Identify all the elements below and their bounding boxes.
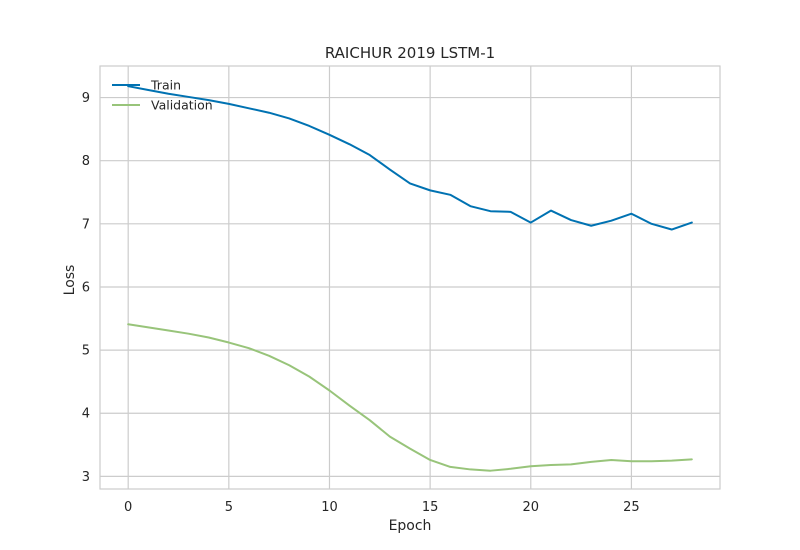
y-tick-labels: 3 4 5 6 7 8 9 <box>82 91 90 485</box>
y-axis-label: Loss <box>62 265 78 296</box>
y-tick-label: 9 <box>82 91 90 106</box>
y-tick-label: 6 <box>82 280 90 295</box>
plot-frame <box>99 65 721 490</box>
x-tick-label: 20 <box>523 500 540 515</box>
x-tick-label: 10 <box>321 500 338 515</box>
series-line-validation <box>127 323 693 472</box>
y-tick-label: 7 <box>82 217 90 232</box>
y-tick-label: 4 <box>82 407 90 422</box>
x-tick-label: 5 <box>225 500 233 515</box>
y-tick-label: 3 <box>82 470 90 485</box>
x-tick-label: 15 <box>422 500 439 515</box>
y-tick-label: 8 <box>82 154 90 169</box>
legend: Train Validation <box>112 78 213 113</box>
x-tick-label: 25 <box>623 500 640 515</box>
x-axis-label: Epoch <box>389 518 432 534</box>
chart-title: RAICHUR 2019 LSTM-1 <box>325 44 495 62</box>
x-tick-labels: 0 5 10 15 20 25 <box>124 500 640 515</box>
grid <box>100 66 720 489</box>
y-tick-label: 5 <box>82 344 90 359</box>
series-line-train <box>127 85 693 231</box>
legend-label-validation: Validation <box>151 98 213 113</box>
legend-label-train: Train <box>150 78 181 93</box>
x-tick-label: 0 <box>124 500 132 515</box>
series-layer <box>127 85 693 472</box>
plot-area <box>100 66 720 489</box>
